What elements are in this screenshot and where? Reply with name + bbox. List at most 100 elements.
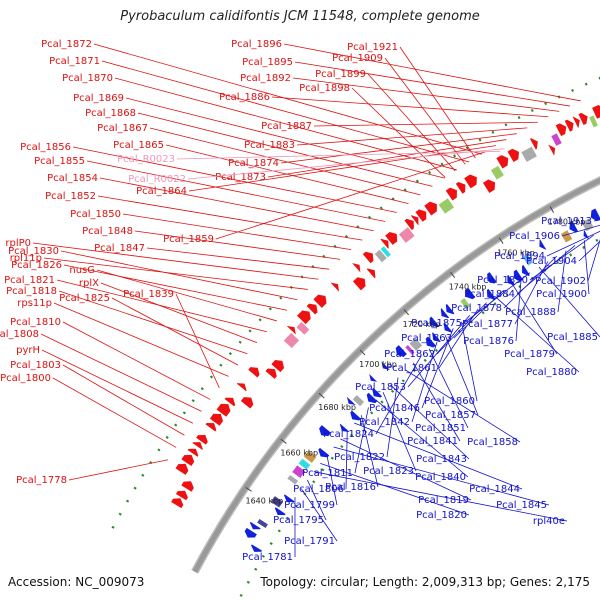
reverse-gene-leader-line (503, 255, 558, 309)
reverse-gene-label: Pcal_1819 (418, 495, 469, 506)
reverse-gene-label: Pcal_1857 (425, 410, 476, 421)
reverse-gene-label: Pcal_1861 (386, 363, 437, 374)
forward-gene-upper-leader-line (292, 77, 560, 112)
forward-gene-label: rpl11p (10, 253, 42, 264)
forward-gene-upper-label: Pcal_1864 (136, 186, 187, 197)
reverse-gene-leader-line (453, 290, 504, 339)
forward-gene-arrow (415, 209, 427, 222)
reverse-gene-leader-line (375, 399, 469, 478)
forward-gene-leader-line (60, 250, 298, 301)
forward-gene-arrow (507, 148, 520, 162)
reverse-gene-label: Pcal_1894 (494, 251, 545, 262)
reverse-gene-label: Pcal_1884 (464, 289, 515, 300)
reverse-gene-leader-line (557, 250, 567, 313)
reverse-gene-block (460, 298, 471, 310)
scale-tick-label: 1700 kbp (359, 360, 397, 369)
forward-gene-arrow (265, 368, 277, 379)
forward-gene-block (374, 249, 387, 263)
reverse-gene-leader-line (578, 240, 600, 262)
forward-gene-leader-line (58, 290, 248, 355)
forward-gene-arrow (209, 413, 224, 426)
reverse-gene-arrow (539, 239, 547, 250)
forward-gene-upper-leader-line (296, 127, 528, 146)
forward-gene-arrow (187, 448, 199, 457)
reverse-gene-label: Pcal_1890 (477, 275, 528, 286)
reverse-gene-label: Pcal_1816 (325, 482, 376, 493)
reverse-gene-arrow (513, 269, 524, 282)
reverse-gene-arrow (507, 274, 516, 286)
forward-gene-leader-line (40, 333, 202, 412)
reverse-gene-leader-line (428, 348, 469, 429)
forward-gene-label: Pcal_1865 (113, 140, 164, 151)
rna-gene-label: Pcal_R0023 (117, 154, 175, 165)
reverse-gene-arrow (372, 387, 382, 398)
forward-gene-leader-line (72, 146, 397, 213)
forward-gene-block (589, 115, 598, 128)
reverse-gene-leader-line (583, 240, 590, 295)
reverse-gene-label: Pcal_1841 (407, 436, 458, 447)
forward-gene-arrow (548, 144, 556, 156)
forward-gene-arrow (224, 397, 236, 407)
accession-text: Accession: NC_009073 (8, 575, 145, 589)
reverse-gene-label: Pcal_1853 (355, 382, 406, 393)
reverse-gene-leader-line (444, 334, 479, 416)
genome-summary-text: Topology: circular; Length: 2,009,313 bp… (260, 575, 590, 589)
forward-gene-leader-line (99, 177, 374, 232)
forward-gene-leader-line (137, 112, 433, 187)
forward-gene-upper-label: Pcal_1874 (228, 158, 279, 169)
forward-gene-arrow (196, 435, 208, 445)
reverse-gene-arrow (318, 447, 330, 458)
reverse-gene-block (409, 338, 423, 351)
forward-gene-arrow (564, 119, 574, 132)
reverse-gene-arrow (583, 229, 590, 240)
reverse-gene-arrow (590, 208, 600, 222)
forward-gene-upper-label: Pcal_1892 (240, 73, 291, 84)
forward-gene-label: Pcal_1818 (6, 286, 57, 297)
scale-tick-mark (498, 237, 504, 244)
reverse-gene-leader-line (494, 296, 580, 373)
reverse-gene-arrow (445, 303, 455, 315)
rna-gene-label: Pcal_R0022 (128, 174, 186, 185)
forward-gene-arrow (445, 187, 457, 201)
reverse-gene-label: Pcal_1877 (462, 319, 513, 330)
reverse-gene-arrow (369, 373, 378, 383)
forward-gene-label: Pcal_1825 (59, 293, 110, 304)
reverse-gene-label: Pcal_1900 (536, 289, 587, 300)
reverse-gene-arrow (395, 345, 407, 357)
reverse-gene-label: Pcal_1858 (467, 437, 518, 448)
forward-gene-label: Pcal_1800 (0, 373, 51, 384)
reverse-gene-block (581, 218, 594, 232)
scale-tick-label: 1680 kbp (318, 403, 356, 412)
forward-gene-leader-line (111, 297, 239, 366)
forward-gene-block (296, 321, 310, 335)
scale-tick-mark (403, 309, 410, 316)
forward-gene-arrow (380, 238, 389, 249)
reverse-gene-leader-line (407, 315, 471, 388)
forward-gene-arrow (410, 215, 419, 226)
reverse-gene-label: Pcal_1822 (334, 452, 385, 463)
forward-gene-arrow (496, 155, 509, 169)
reverse-gene-leader-line (354, 407, 369, 474)
reverse-gene-arrow (346, 396, 356, 406)
forward-gene-arrow (352, 263, 361, 273)
reverse-gene-label: Pcal_1860 (424, 396, 475, 407)
reverse-gene-label: Pcal_1845 (496, 500, 547, 511)
forward-gene-leader-line (149, 127, 421, 196)
forward-gene-label: Pcal_1870 (62, 73, 113, 84)
reverse-gene-arrow (432, 332, 441, 343)
forward-gene-arrow (572, 116, 580, 128)
reverse-gene-leader-line (345, 430, 348, 490)
scale-tick-label: 1760 kbp (497, 249, 535, 258)
forward-gene-arrow (175, 490, 188, 501)
scale-tick-mark (549, 206, 555, 213)
forward-gene-leader-line (146, 247, 330, 270)
reverse-gene-leader-line (436, 302, 487, 355)
forward-gene-arrow (181, 454, 195, 467)
forward-gene-upper-leader-line (271, 96, 549, 118)
forward-gene-arrow (530, 138, 538, 150)
forward-gene-upper-label: Pcal_1886 (219, 92, 270, 103)
forward-gene-leader-line (41, 349, 194, 424)
reverse-gene-block (270, 496, 284, 508)
forward-gene-arrow (216, 403, 231, 417)
